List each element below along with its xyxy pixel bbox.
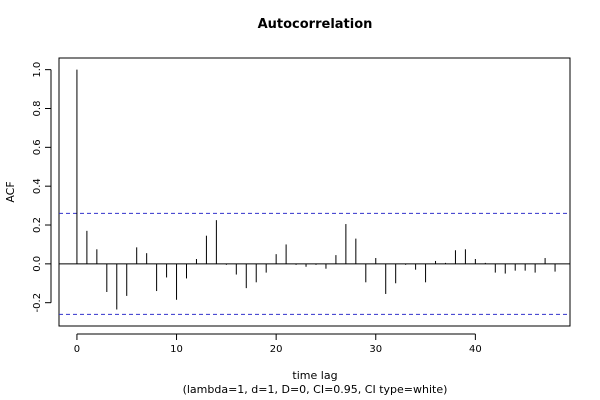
acf-bars — [76, 69, 556, 310]
y-axis-label: ACF — [4, 181, 17, 202]
chart-title: Autocorrelation — [258, 17, 373, 32]
y-axis: -0.2 0.0 0.2 0.4 0.6 0.8 1.0 — [32, 62, 52, 313]
x-axis: 0 10 20 30 40 — [74, 333, 482, 355]
y-tick-label: 0.8 — [32, 101, 43, 117]
y-tick-label: 1.0 — [32, 62, 43, 78]
y-tick-label: 0.2 — [32, 217, 43, 233]
chart-subtitle: (lambda=1, d=1, D=0, CI=0.95, CI type=wh… — [183, 383, 448, 396]
x-tick-label: 0 — [74, 344, 80, 355]
x-tick-label: 10 — [170, 344, 183, 355]
y-tick-label: -0.2 — [32, 293, 43, 313]
x-tick-label: 40 — [469, 344, 482, 355]
x-tick-label: 30 — [369, 344, 382, 355]
y-tick-label: 0.0 — [32, 256, 43, 272]
plot-frame — [58, 57, 571, 327]
x-tick-label: 20 — [270, 344, 283, 355]
y-tick-label: 0.4 — [32, 178, 43, 194]
x-axis-label: time lag — [292, 369, 337, 382]
y-tick-label: 0.6 — [32, 139, 43, 155]
